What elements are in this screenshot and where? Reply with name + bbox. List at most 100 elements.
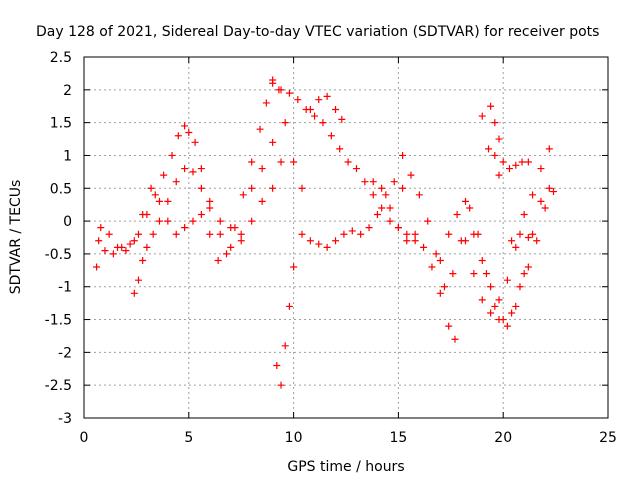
data-point: [181, 165, 189, 173]
data-point: [436, 256, 444, 264]
data-point: [491, 119, 499, 127]
data-point: [512, 161, 520, 169]
data-point: [134, 276, 142, 284]
data-point: [285, 302, 293, 310]
x-tick-label: 10: [285, 430, 303, 446]
data-point: [206, 197, 214, 205]
data-point: [191, 138, 199, 146]
data-point: [168, 151, 176, 159]
data-point: [537, 165, 545, 173]
data-point: [172, 230, 180, 238]
data-point: [323, 243, 331, 251]
x-tick-label: 0: [80, 430, 89, 446]
data-point: [403, 230, 411, 238]
data-point: [357, 230, 365, 238]
series-arc-11: [461, 145, 553, 304]
data-point: [361, 178, 369, 186]
data-point: [491, 302, 499, 310]
data-point: [508, 237, 516, 245]
series-arc-7: [306, 92, 346, 123]
data-point: [174, 132, 182, 140]
data-point: [394, 224, 402, 232]
data-point: [550, 188, 558, 196]
data-point: [258, 165, 266, 173]
data-point: [541, 204, 549, 212]
x-axis-label: GPS time / hours: [287, 459, 404, 475]
data-point: [495, 296, 503, 304]
data-point: [545, 184, 553, 192]
data-point: [470, 230, 478, 238]
data-point: [258, 197, 266, 205]
data-point: [478, 256, 486, 264]
data-point: [143, 243, 151, 251]
data-point: [332, 106, 340, 114]
data-point: [93, 263, 101, 271]
data-point: [269, 79, 277, 87]
data-point: [237, 237, 245, 245]
data-point: [109, 250, 117, 258]
data-point: [382, 191, 390, 199]
data-point: [495, 135, 503, 143]
data-point: [520, 270, 528, 278]
data-point: [248, 217, 256, 225]
data-point: [478, 296, 486, 304]
data-point: [197, 165, 205, 173]
data-point: [436, 289, 444, 297]
data-point: [415, 191, 423, 199]
data-point: [319, 119, 327, 127]
data-point: [378, 204, 386, 212]
data-point: [239, 191, 247, 199]
data-point: [508, 309, 516, 317]
data-point: [424, 217, 432, 225]
data-point: [134, 230, 142, 238]
data-point: [277, 381, 285, 389]
x-tick-label: 25: [599, 430, 617, 446]
data-point: [216, 217, 224, 225]
data-point: [420, 243, 428, 251]
data-point: [164, 197, 172, 205]
series-arc-13: [487, 102, 503, 143]
data-point: [273, 361, 281, 369]
data-point: [445, 322, 453, 330]
data-point: [311, 112, 319, 120]
data-point: [411, 237, 419, 245]
data-point: [485, 145, 493, 153]
data-point: [461, 237, 469, 245]
data-point: [495, 171, 503, 179]
data-point: [139, 256, 147, 264]
data-point: [524, 234, 532, 241]
data-point: [147, 184, 155, 192]
data-point: [216, 230, 224, 238]
data-point: [461, 197, 469, 205]
data-point: [105, 230, 113, 238]
grid-lines: [84, 57, 608, 418]
data-point: [365, 224, 373, 232]
data-point: [348, 227, 356, 235]
data-point: [478, 112, 486, 120]
data-point: [189, 217, 197, 225]
data-point: [248, 158, 256, 166]
data-point: [181, 122, 189, 130]
data-point: [512, 243, 520, 251]
data-point: [298, 230, 306, 238]
data-point: [411, 230, 419, 238]
data-point: [340, 230, 348, 238]
data-point: [214, 256, 222, 264]
data-point: [327, 132, 335, 140]
data-point: [545, 145, 553, 153]
data-point: [130, 237, 138, 245]
data-point: [95, 237, 103, 245]
data-point: [344, 158, 352, 166]
data-point: [160, 171, 168, 179]
data-point: [482, 270, 490, 278]
data-point: [520, 211, 528, 219]
data-point: [505, 165, 513, 173]
y-tick-label: -1.5: [45, 313, 72, 329]
data-point: [139, 211, 147, 219]
data-point: [281, 342, 289, 350]
data-point: [516, 230, 524, 238]
data-point: [495, 316, 503, 324]
data-point: [516, 283, 524, 291]
